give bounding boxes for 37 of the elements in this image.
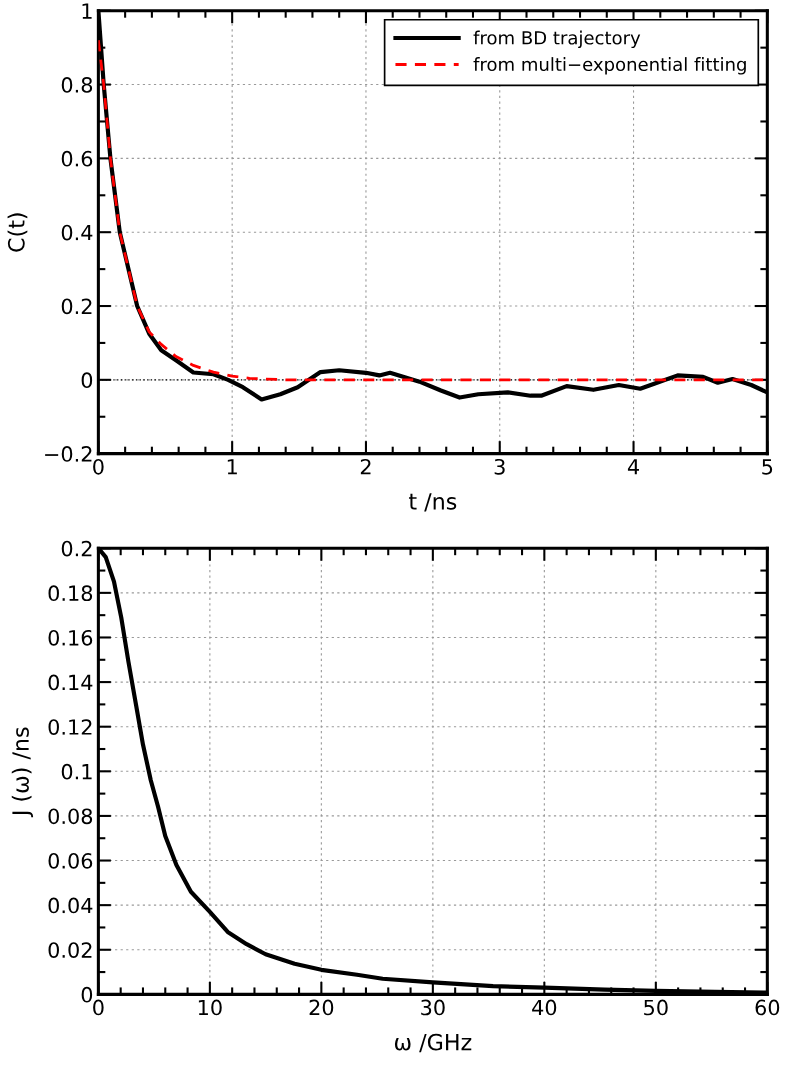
legend-label: from BD trajectory (473, 30, 641, 49)
y-tick-label: 0.4 (61, 224, 93, 241)
y-tick-label: 0.8 (61, 77, 93, 93)
y-tick-label: 0.02 (48, 942, 92, 958)
x-axis-title: t /ns (408, 493, 457, 512)
x-tick-label: 1 (227, 459, 237, 475)
y-tick-label: 0.6 (61, 150, 93, 167)
y-axis-title: C(t) (7, 213, 28, 252)
x-tick-label: 0 (93, 458, 104, 475)
x-axis-title: ω /GHz (394, 1033, 472, 1053)
y-tick-label: −0.2 (45, 446, 92, 462)
y-axis-title: J (ω) /ns (11, 727, 34, 818)
x-tick-label: 40 (532, 999, 557, 1016)
x-tick-label: 2 (360, 458, 371, 475)
y-tick-label: 0.2 (61, 540, 92, 557)
y-tick-label: 0.06 (48, 852, 93, 869)
y-tick-label: 0.08 (48, 808, 93, 825)
legend-label: from multi−exponential fitting (473, 57, 746, 75)
y-tick-label: 0.1 (61, 763, 92, 780)
x-tick-label: 3 (494, 458, 505, 475)
x-tick-label: 10 (198, 999, 222, 1016)
y-tick-label: 0.12 (48, 719, 92, 735)
y-tick-label: 0.16 (48, 629, 93, 646)
y-tick-label: 0.04 (48, 897, 93, 914)
y-tick-label: 0 (81, 986, 93, 1003)
y-tick-label: 0.2 (61, 298, 92, 315)
y-tick-label: 0.18 (48, 585, 93, 602)
x-tick-label: 50 (644, 999, 668, 1016)
y-tick-label: 0 (81, 372, 93, 389)
x-tick-label: 4 (627, 459, 639, 475)
x-tick-label: 20 (309, 999, 334, 1016)
x-tick-label: 30 (421, 999, 445, 1016)
x-tick-label: 5 (762, 459, 773, 475)
y-tick-label: 1 (82, 3, 92, 19)
y-tick-label: 0.14 (48, 674, 93, 691)
x-tick-label: 0 (93, 999, 104, 1016)
x-tick-label: 60 (755, 999, 780, 1016)
